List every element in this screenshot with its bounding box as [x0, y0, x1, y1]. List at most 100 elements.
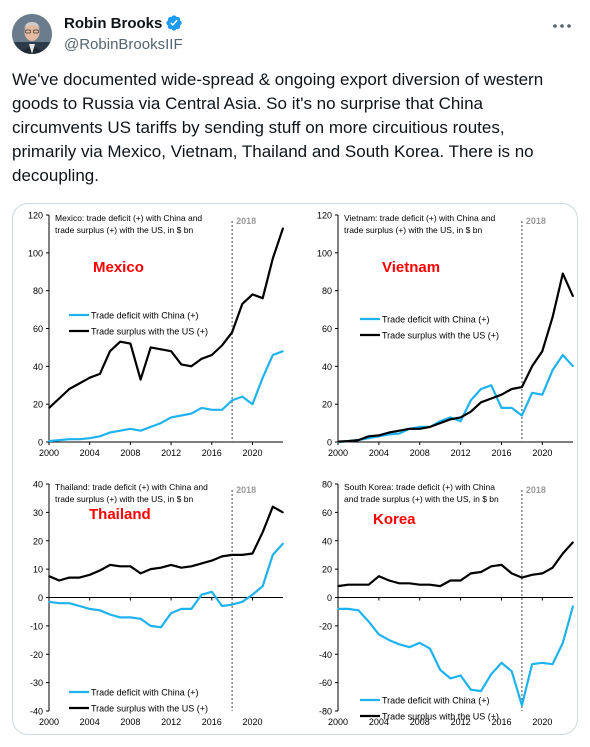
data-point-deficit-china — [347, 608, 350, 610]
data-point-surplus-us — [200, 358, 203, 360]
y-tick-label: -20 — [30, 650, 43, 660]
data-point-surplus-us — [459, 579, 462, 582]
data-point-surplus-us — [48, 575, 50, 577]
author-name-row[interactable]: Robin Brooks — [64, 14, 183, 32]
x-tick-label: 2012 — [451, 448, 471, 458]
legend-label: Trade deficit with China (+) — [382, 315, 489, 325]
data-point-deficit-china — [68, 602, 71, 604]
data-point-surplus-us — [78, 576, 81, 579]
data-point-deficit-china — [119, 429, 121, 432]
data-point-surplus-us — [272, 257, 274, 260]
y-tick-label: 30 — [33, 508, 43, 518]
chart-note-line: trade surplus (+) with the US, in $ bn — [344, 225, 482, 235]
data-point-surplus-us — [439, 585, 442, 587]
y-tick-label: -40 — [319, 650, 332, 660]
data-point-surplus-us — [367, 435, 370, 438]
data-point-surplus-us — [337, 440, 339, 443]
tweet-text-line: decoupling. — [12, 166, 99, 185]
data-point-surplus-us — [531, 365, 533, 368]
more-options-icon[interactable] — [550, 16, 574, 36]
data-point-deficit-china — [429, 647, 431, 650]
y-tick-label: 20 — [33, 536, 43, 546]
x-tick-label: 2012 — [161, 717, 181, 727]
legend-label: Trade surplus with the US (+) — [91, 327, 208, 337]
data-point-deficit-china — [221, 409, 223, 411]
data-point-surplus-us — [190, 565, 193, 568]
data-point-surplus-us — [551, 566, 554, 569]
tweet-media-image[interactable]: 0 20 40 60 80 100 120 2000 2004 2008 2012 2016 2020 2… — [12, 203, 578, 735]
data-point-deficit-china — [562, 354, 564, 356]
chart-panel-thailand: -40 -30 -20 -10 0 10 20 30 40 2000 2004 2008 2012 201… — [30, 480, 284, 727]
data-point-surplus-us — [510, 572, 513, 575]
data-point-surplus-us — [470, 572, 472, 575]
data-point-surplus-us — [58, 579, 60, 582]
data-point-deficit-china — [68, 438, 71, 440]
data-point-deficit-china — [418, 642, 421, 644]
country-title: Vietnam — [382, 259, 440, 276]
data-point-surplus-us — [398, 429, 401, 432]
data-point-deficit-china — [231, 603, 233, 606]
data-point-surplus-us — [78, 382, 81, 385]
x-tick-label: 2000 — [39, 448, 59, 458]
data-point-deficit-china — [541, 662, 544, 664]
data-point-deficit-china — [129, 616, 132, 619]
x-tick-label: 2000 — [328, 717, 348, 727]
y-tick-label: 40 — [33, 480, 43, 490]
data-point-surplus-us — [200, 562, 203, 565]
y-tick-label: 40 — [322, 362, 332, 372]
data-point-surplus-us — [170, 564, 172, 566]
data-point-deficit-china — [48, 440, 50, 442]
author-name[interactable]: Robin Brooks — [64, 14, 163, 32]
data-point-deficit-china — [439, 420, 442, 422]
x-tick-label: 2004 — [369, 717, 389, 727]
data-point-surplus-us — [88, 376, 91, 379]
data-point-surplus-us — [357, 439, 360, 441]
data-point-surplus-us — [449, 579, 452, 582]
y-tick-label: 80 — [322, 480, 332, 490]
data-point-surplus-us — [500, 564, 503, 566]
x-tick-label: 2008 — [120, 448, 140, 458]
data-point-surplus-us — [231, 331, 233, 334]
marker-label-2018: 2018 — [236, 485, 256, 495]
y-tick-label: -30 — [30, 678, 43, 688]
avatar[interactable] — [12, 14, 52, 54]
data-point-surplus-us — [241, 554, 244, 556]
data-point-deficit-china — [388, 639, 390, 641]
data-point-surplus-us — [541, 350, 544, 352]
data-point-deficit-china — [180, 608, 183, 610]
data-point-surplus-us — [459, 416, 462, 419]
data-point-deficit-china — [149, 426, 152, 428]
data-point-surplus-us — [119, 340, 121, 343]
data-point-deficit-china — [109, 431, 111, 434]
x-tick-label: 2016 — [202, 717, 222, 727]
y-tick-label: -20 — [319, 621, 332, 631]
data-point-surplus-us — [68, 388, 71, 390]
y-tick-label: 0 — [327, 593, 332, 603]
tweet-header: Robin Brooks @RobinBrooksIIF — [12, 12, 578, 56]
data-point-deficit-china — [261, 376, 264, 379]
data-point-deficit-china — [78, 438, 81, 440]
data-point-surplus-us — [378, 434, 380, 437]
data-point-deficit-china — [531, 392, 533, 394]
data-point-deficit-china — [99, 435, 101, 438]
data-point-surplus-us — [261, 531, 264, 533]
data-point-deficit-china — [521, 704, 523, 707]
data-point-surplus-us — [490, 397, 493, 400]
data-point-deficit-china — [129, 428, 132, 430]
author-handle[interactable]: @RobinBrooksIIF — [64, 36, 183, 53]
data-point-deficit-china — [418, 426, 421, 428]
data-point-surplus-us — [551, 316, 554, 318]
data-point-surplus-us — [388, 431, 390, 434]
data-point-surplus-us — [129, 342, 132, 345]
marker-label-2018: 2018 — [526, 216, 546, 226]
data-point-surplus-us — [500, 393, 503, 396]
data-point-deficit-china — [99, 609, 101, 612]
country-title: Thailand — [89, 506, 151, 523]
y-tick-label: 0 — [327, 438, 332, 448]
data-point-deficit-china — [480, 690, 482, 692]
data-point-surplus-us — [367, 583, 370, 586]
data-point-surplus-us — [337, 585, 339, 587]
data-point-deficit-china — [231, 399, 233, 402]
data-point-deficit-china — [170, 416, 172, 419]
x-tick-label: 2020 — [242, 448, 262, 458]
